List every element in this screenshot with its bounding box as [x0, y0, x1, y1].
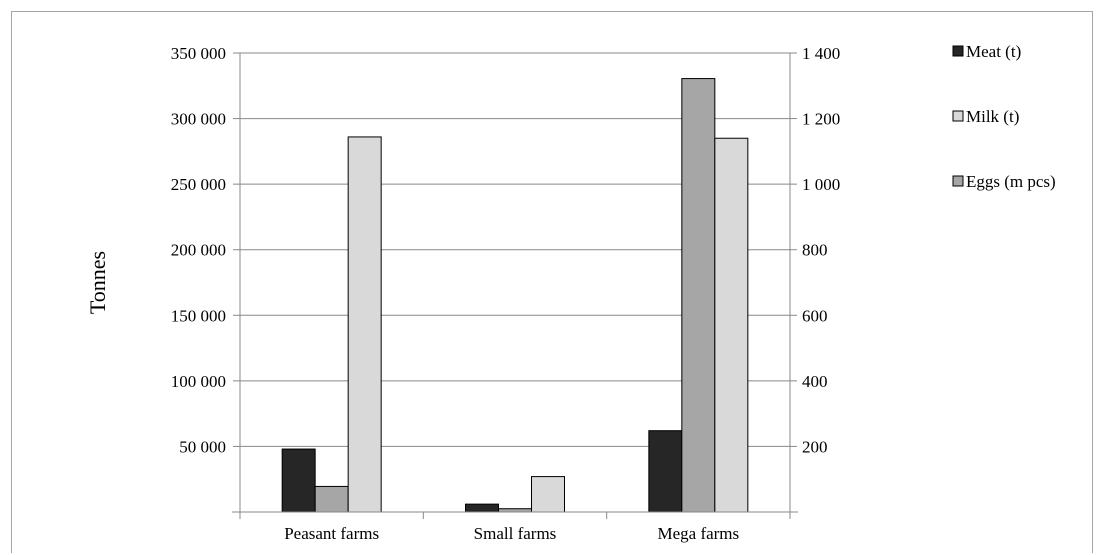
legend-label: Eggs (m pcs) [966, 172, 1056, 191]
right-tick-label: 200 [802, 437, 828, 456]
legend-swatch [952, 110, 964, 122]
right-tick-label: 1 200 [802, 110, 840, 129]
legend-label: Milk (t) [966, 107, 1019, 126]
bar [281, 448, 316, 513]
left-tick-label: 100 000 [171, 372, 226, 391]
x-tick-label: Small farms [474, 524, 557, 543]
bar [347, 136, 382, 513]
right-tick-label: 400 [802, 372, 828, 391]
right-tick-label: 600 [802, 306, 828, 325]
legend: Meat (t) Milk (t) Eggs (m pcs) [952, 42, 1056, 191]
left-tick-label: 300 000 [171, 110, 226, 129]
bar [314, 485, 349, 513]
axes: 50 000 100 000 150 000 200 000 250 000 300 00… [171, 44, 841, 543]
bar [648, 430, 683, 513]
x-tick-label: Peasant farms [284, 524, 379, 543]
left-tick-label: 50 000 [179, 437, 226, 456]
left-tick-label: 200 000 [171, 241, 226, 260]
bar [465, 503, 499, 513]
left-tick-label: 150 000 [171, 306, 226, 325]
left-tick-label: 250 000 [171, 175, 226, 194]
left-tick-label: 350 000 [171, 44, 226, 63]
bar [531, 476, 565, 513]
right-tick-label: 800 [802, 241, 828, 260]
bar [681, 78, 716, 513]
bar [714, 137, 749, 513]
legend-swatch [952, 45, 964, 57]
right-tick-label: 1 400 [802, 44, 840, 63]
right-tick-label: 1 000 [802, 175, 840, 194]
legend-swatch [952, 175, 964, 187]
bars [281, 78, 749, 513]
chart-frame [11, 11, 1093, 553]
y-axis-title: Tonnes [85, 251, 110, 314]
legend-label: Meat (t) [966, 42, 1021, 61]
x-tick-label: Mega farms [657, 524, 739, 543]
